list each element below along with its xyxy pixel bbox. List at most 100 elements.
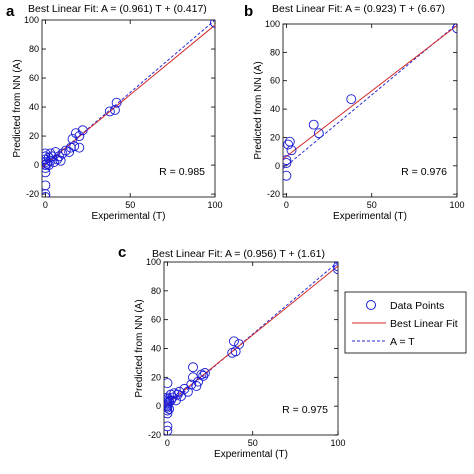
data-point (174, 386, 185, 397)
x-tick-label: 0 (165, 438, 170, 448)
data-point (69, 141, 80, 152)
data-point (164, 425, 173, 435)
y-tick-label: 60 (270, 76, 280, 86)
panel-title-b: Best Linear Fit: A = (0.923) T + (6.67) (272, 3, 445, 15)
data-point (333, 262, 338, 272)
data-point (286, 145, 297, 156)
plot-content-b (283, 24, 457, 181)
data-point (313, 128, 324, 139)
r-value-c: R = 0.975 (282, 404, 328, 416)
y-axis-label-a: Predicted from NN (A) (12, 59, 23, 157)
y-tick-label: 0 (275, 161, 280, 171)
data-point (77, 125, 88, 136)
data-point (199, 368, 210, 378)
data-point (104, 106, 115, 117)
data-point (228, 336, 239, 347)
x-axis-label-c: Experimental (T) (214, 449, 288, 460)
x-axis-label-a: Experimental (T) (92, 211, 166, 222)
x-tick-label: 0 (284, 200, 289, 210)
data-point (64, 147, 75, 157)
y-tick-label: 40 (29, 102, 39, 112)
y-tick-label: 80 (29, 44, 39, 54)
legend: Data Points Best Linear Fit A = T (344, 291, 467, 354)
plot-content-c (164, 262, 338, 435)
data-point (74, 131, 85, 142)
data-point (54, 151, 64, 162)
y-tick-label: 100 (146, 257, 161, 267)
data-point (210, 20, 215, 28)
panel-label-c: c (118, 244, 126, 261)
panel-title-a: Best Linear Fit: A = (0.961) T + (0.417) (28, 3, 207, 15)
y-tick-label: 20 (29, 131, 39, 141)
data-point (48, 157, 59, 168)
data-point (57, 148, 68, 159)
plot-area-b (282, 23, 458, 198)
best-fit-line-b (283, 25, 457, 160)
y-tick-label: 80 (151, 286, 161, 296)
legend-label-identity: A = T (390, 336, 415, 348)
x-tick-label: 50 (367, 200, 377, 210)
y-tick-label: 100 (24, 15, 39, 25)
x-tick-label: 0 (43, 200, 48, 210)
legend-label-best-fit: Best Linear Fit (390, 318, 458, 330)
data-point (283, 139, 294, 150)
panel-a: a Best Linear Fit: A = (0.961) T + (0.41… (6, 3, 223, 222)
data-point (164, 421, 173, 432)
y-tick-label: 100 (265, 19, 280, 29)
y-tick-label: 20 (151, 372, 161, 382)
data-point (452, 24, 457, 34)
y-tick-label: 0 (34, 160, 39, 170)
panel-b: b Best Linear Fit: A = (0.923) T + (6.67… (244, 3, 465, 222)
data-point (283, 155, 292, 166)
r-value-b: R = 0.976 (401, 166, 447, 178)
data-point (283, 158, 292, 168)
data-point (42, 158, 53, 169)
x-tick-label: 50 (125, 200, 135, 210)
panel-label-b: b (244, 3, 253, 20)
y-tick-label: 60 (29, 73, 39, 83)
data-point (188, 362, 198, 373)
panel-c: c Best Linear Fit: A = (0.956) T + (1.61… (118, 244, 346, 460)
x-tick-label: 100 (449, 200, 464, 210)
y-tick-label: -20 (267, 189, 280, 199)
y-tick-label: 40 (270, 104, 280, 114)
identity-line-b (283, 24, 457, 170)
panel-title-c: Best Linear Fit: A = (0.956) T + (1.61) (152, 248, 325, 260)
data-point (283, 170, 292, 181)
plot-content-a (42, 20, 215, 197)
y-tick-label: 80 (270, 47, 280, 57)
data-point (67, 134, 78, 144)
x-tick-label: 50 (248, 438, 258, 448)
r-value-a: R = 0.985 (159, 166, 205, 178)
data-point (70, 128, 81, 139)
data-point (308, 119, 319, 130)
y-tick-label: -20 (26, 189, 39, 199)
y-tick-label: 60 (151, 315, 161, 325)
x-axis-label-b: Experimental (T) (333, 211, 407, 222)
plot-area-a (41, 19, 216, 198)
x-tick-label: 100 (330, 438, 345, 448)
panel-label-a: a (6, 3, 15, 20)
identity-line-c (164, 262, 338, 410)
data-point (74, 142, 85, 153)
x-tick-label: 100 (207, 200, 222, 210)
data-point (111, 97, 122, 108)
data-point (191, 381, 202, 391)
data-point (164, 378, 173, 389)
legend-label-data-points: Data Points (390, 300, 444, 312)
plot-area-c (163, 261, 339, 436)
y-axis-label-c: Predicted from NN (A) (134, 299, 145, 397)
data-point (234, 339, 245, 350)
y-tick-label: -20 (148, 430, 161, 440)
y-axis-label-b: Predicted from NN (A) (253, 61, 264, 159)
y-tick-label: 40 (151, 344, 161, 354)
data-point (346, 94, 357, 105)
data-point (186, 379, 197, 390)
y-tick-label: 20 (270, 132, 280, 142)
data-point (333, 264, 338, 275)
data-point (43, 160, 54, 171)
legend-marker-data-points (366, 300, 376, 310)
data-point (42, 192, 51, 197)
data-point (55, 155, 66, 166)
